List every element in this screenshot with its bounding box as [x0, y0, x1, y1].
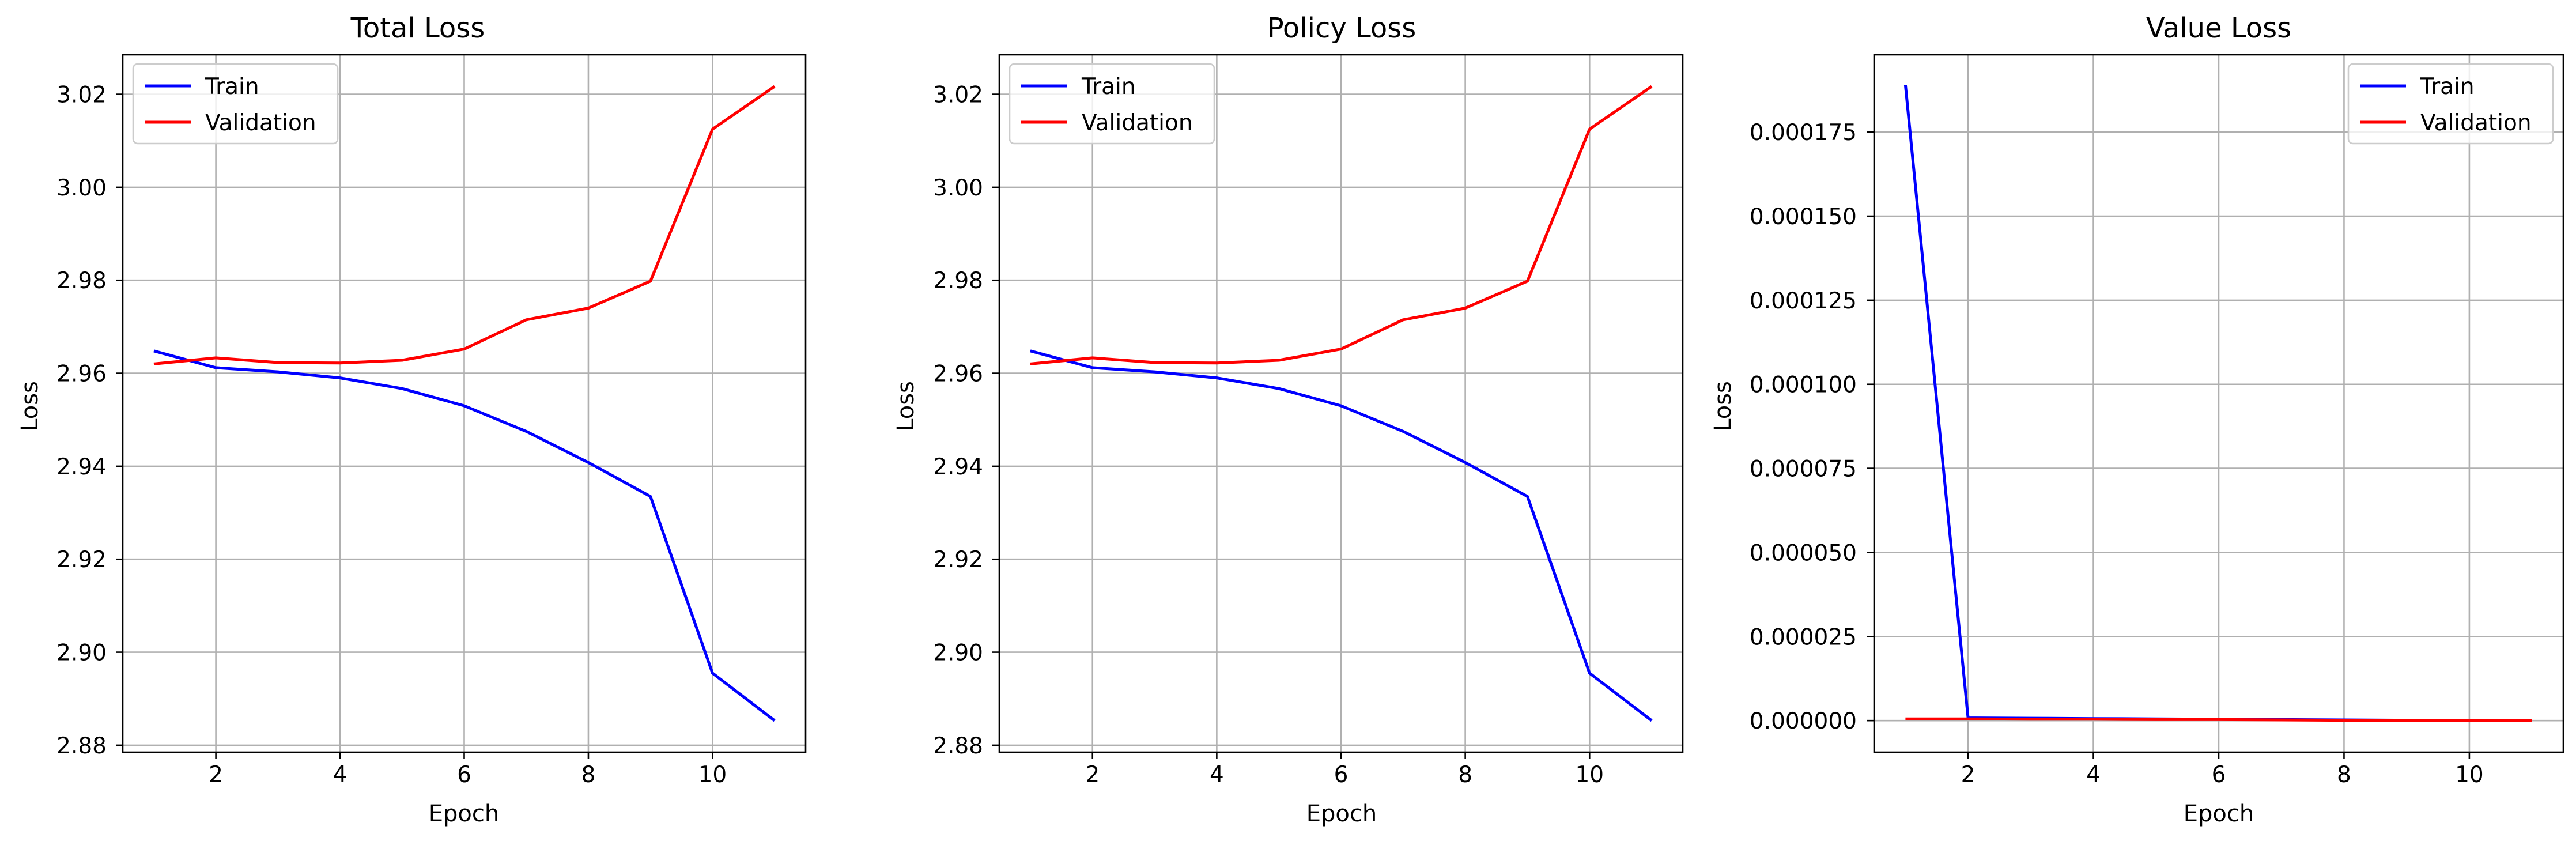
x-tick-label: 8 [2337, 762, 2351, 788]
x-tick-label: 8 [581, 762, 596, 788]
chart-legend: Train Validation [2347, 63, 2554, 145]
x-tick-label: 2 [209, 762, 223, 788]
y-tick-label: 2.96 [56, 361, 107, 387]
legend-label: Validation [1082, 110, 1193, 136]
x-tick-label: 6 [1334, 762, 1349, 788]
legend-label: Validation [205, 110, 316, 136]
chart-title: Total Loss [350, 12, 485, 44]
x-tick-label: 10 [698, 762, 727, 788]
chart-plot-area: 2 4 6 8 10 0.000000 0.000025 0.000050 0.000075 0.… [1750, 54, 2564, 788]
y-tick-label: 2.90 [933, 640, 983, 666]
chart-plot-area: 2 4 6 8 10 2.88 2.90 2.92 2.94 2.96 2.98 3.00 3.02 Tr… [56, 54, 807, 788]
y-axis-label: Loss [893, 381, 919, 432]
y-tick-label: 2.96 [933, 361, 983, 387]
series-line-train [1030, 349, 1653, 722]
chart-plot-area: 2 4 6 8 10 2.88 2.90 2.92 2.94 2.96 2.98 3.00 3.02 Tr… [933, 54, 1684, 788]
y-tick-label: 0.000050 [1750, 540, 1857, 566]
x-tick-label: 10 [1575, 762, 1604, 788]
y-tick-label: 2.92 [933, 547, 983, 573]
series-line-train [153, 349, 776, 722]
x-axis-label: Epoch [2184, 801, 2254, 827]
panel-total-loss: Total Loss Epoch Loss [17, 12, 499, 827]
y-tick-label: 0.000075 [1750, 457, 1857, 482]
y-tick-label: 2.88 [933, 733, 983, 759]
y-tick-label: 3.02 [56, 82, 107, 108]
x-tick-label: 8 [1458, 762, 1472, 788]
chart-title: Value Loss [2146, 12, 2291, 44]
y-tick-label: 2.94 [933, 454, 983, 480]
y-tick-label: 2.90 [56, 640, 107, 666]
chart-legend: Train Validation [1009, 63, 1215, 145]
chart-title: Policy Loss [1267, 12, 1417, 44]
x-tick-label: 4 [1210, 762, 1224, 788]
y-tick-label: 0.000125 [1750, 288, 1857, 314]
y-tick-label: 0.000150 [1750, 204, 1857, 230]
x-axis-label: Epoch [429, 801, 499, 827]
x-tick-label: 4 [333, 762, 348, 788]
x-tick-label: 2 [1085, 762, 1100, 788]
y-tick-label: 3.00 [56, 175, 107, 201]
y-tick-label: 0.000175 [1750, 120, 1857, 146]
y-tick-label: 2.98 [933, 268, 983, 294]
y-axis-label: Loss [1710, 381, 1736, 432]
x-tick-label: 10 [2455, 762, 2484, 788]
x-tick-label: 6 [457, 762, 471, 788]
y-tick-label: 2.88 [56, 733, 107, 759]
x-axis-label: Epoch [1306, 801, 1377, 827]
series-line-validation [153, 85, 776, 365]
y-tick-label: 0.000025 [1750, 624, 1857, 650]
x-tick-label: 6 [2212, 762, 2226, 788]
y-tick-label: 2.94 [56, 454, 107, 480]
y-axis-label: Loss [17, 381, 43, 432]
legend-label: Train [2420, 74, 2475, 100]
y-tick-label: 2.92 [56, 547, 107, 573]
series-line-validation [1030, 85, 1653, 365]
legend-label: Train [205, 74, 259, 100]
x-tick-label: 4 [2086, 762, 2101, 788]
series-line-validation [1905, 717, 2532, 722]
chart-legend: Train Validation [132, 63, 339, 145]
y-tick-label: 0.000100 [1750, 372, 1857, 398]
x-tick-label: 2 [1961, 762, 1976, 788]
y-tick-label: 0.000000 [1750, 708, 1857, 734]
panel-policy-loss: Policy Loss Epoch Loss [893, 12, 1416, 827]
y-tick-label: 3.02 [933, 82, 983, 108]
panel-value-loss: Value Loss Epoch Loss [1710, 12, 2291, 827]
y-tick-label: 2.98 [56, 268, 107, 294]
legend-label: Validation [2420, 110, 2532, 136]
y-tick-label: 3.00 [933, 175, 983, 201]
legend-label: Train [1081, 74, 1136, 100]
